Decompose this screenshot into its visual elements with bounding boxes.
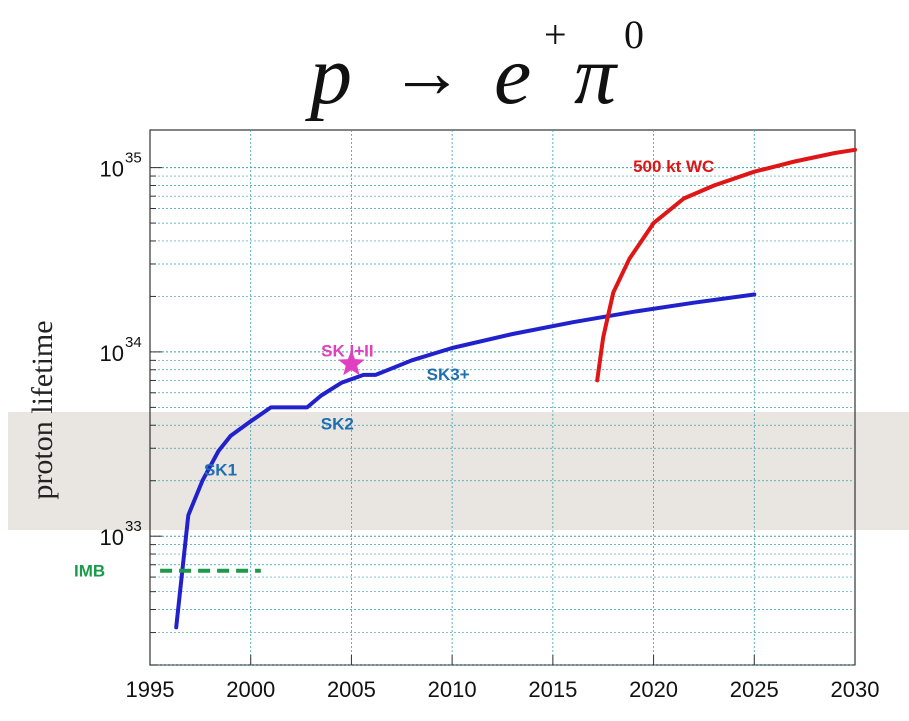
title-e-superscript: + <box>544 12 567 57</box>
x-tick-label: 2005 <box>327 677 376 702</box>
title-e: e <box>494 29 531 122</box>
y-tick-label: 10 <box>100 341 124 366</box>
title-pi: π <box>574 29 619 122</box>
x-tick-label: 2015 <box>528 677 577 702</box>
x-tick-label: 2025 <box>730 677 779 702</box>
annotations: SK1 SK2 SK3+ 500 kt WC SK I+II IMB <box>74 157 714 581</box>
chart-title: p → e + π 0 <box>305 12 644 122</box>
y-tick-label-exponent: 35 <box>125 150 142 167</box>
x-tick-label: 2030 <box>831 677 880 702</box>
y-tick-label: 10 <box>100 525 124 550</box>
title-arrow: → <box>390 32 464 114</box>
annotation-label: SK1 <box>204 461 237 480</box>
annotation-label: 500 kt WC <box>633 157 714 176</box>
annotation-label: SK2 <box>321 414 354 433</box>
y-axis-label: proton lifetime <box>26 320 59 499</box>
highlight-band <box>8 412 909 530</box>
series-line-sk <box>174 292 757 630</box>
series-line-500-kt-wc <box>595 147 857 383</box>
grid-lines <box>149 130 856 666</box>
annotation-label: SK I+II <box>321 341 373 360</box>
plot-frame <box>149 129 856 666</box>
y-tick-label: 10 <box>100 157 124 182</box>
y-tick-label-exponent: 34 <box>125 334 142 351</box>
x-tick-label: 1995 <box>126 677 175 702</box>
star-marker <box>338 350 365 376</box>
series-layer <box>160 147 857 630</box>
title-p: p <box>305 29 352 122</box>
x-tick-label: 2000 <box>226 677 275 702</box>
y-tick-label-exponent: 33 <box>125 518 142 535</box>
x-tick-label: 2010 <box>428 677 477 702</box>
x-tick-label: 2020 <box>629 677 678 702</box>
annotation-label: SK3+ <box>427 365 470 384</box>
annotation-label: IMB <box>74 562 105 581</box>
title-pi-superscript: 0 <box>624 12 644 57</box>
